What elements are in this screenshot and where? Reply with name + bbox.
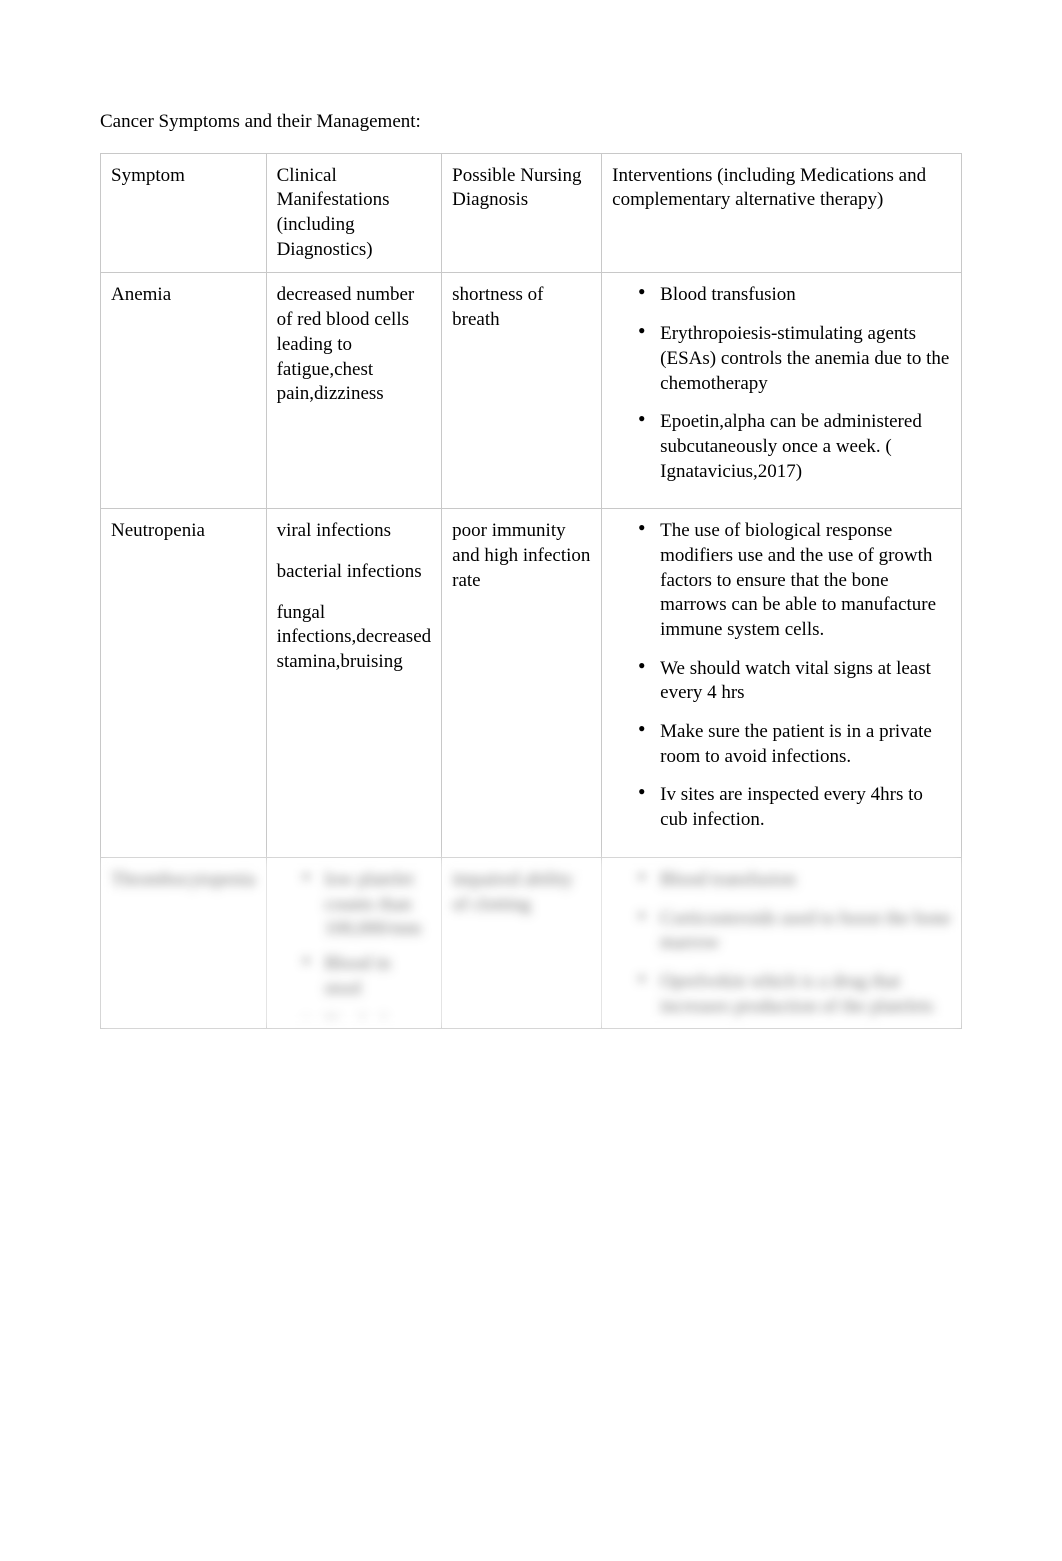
cell-clinical: decreased number of red blood cells lead… [266, 273, 442, 509]
table-row-blurred: Thrombocytopenia low platelet counts tha… [101, 857, 962, 1028]
cell-clinical: low platelet counts than 100,000/mm Bloo… [266, 857, 442, 1028]
interventions-list: Blood transfusion Corticosteroids used t… [612, 868, 951, 1018]
cell-diagnosis: impaired ability of clotting [442, 857, 602, 1028]
clinical-text: fungal infections,decreased stamina,brui… [277, 601, 432, 675]
clinical-text: viral infections [277, 519, 432, 544]
list-item: Corticosteroids used to boost the bone m… [638, 907, 951, 956]
page-title: Cancer Symptoms and their Management: [100, 110, 962, 135]
interventions-list: The use of biological response modifiers… [612, 519, 951, 833]
list-item: low platelet counts than 100,000/mm [303, 868, 432, 942]
cell-symptom: Anemia [101, 273, 267, 509]
list-item: Blood transfusion [638, 868, 951, 893]
col-header-interventions: Interventions (including Medications and… [602, 153, 962, 273]
cell-interventions: The use of biological response modifiers… [602, 509, 962, 858]
cell-diagnosis: shortness of breath [442, 273, 602, 509]
cell-diagnosis: poor immunity and high infection rate [442, 509, 602, 858]
cell-interventions: Blood transfusion Erythropoiesis-stimula… [602, 273, 962, 509]
list-item: Erythropoiesis-stimulating agents (ESAs)… [638, 322, 951, 396]
col-header-clinical: Clinical Manifestations (including Diagn… [266, 153, 442, 273]
clinical-text: bacterial infections [277, 560, 432, 585]
table-row: Anemia decreased number of red blood cel… [101, 273, 962, 509]
diagnosis-text: impaired ability of clotting [452, 869, 573, 915]
list-item: Oprelvekin which is a drug that increase… [638, 970, 951, 1018]
symptom-text: Thrombocytopenia [111, 869, 256, 890]
list-item: Make sure the patient is in a private ro… [638, 720, 951, 769]
table-header-row: Symptom Clinical Manifestations (includi… [101, 153, 962, 273]
list-item: Headaches [303, 1011, 432, 1018]
col-header-symptom: Symptom [101, 153, 267, 273]
symptoms-table: Symptom Clinical Manifestations (includi… [100, 153, 962, 1029]
col-header-diagnosis: Possible Nursing Diagnosis [442, 153, 602, 273]
list-item: Blood in stool [303, 952, 432, 1001]
cell-symptom: Neutropenia [101, 509, 267, 858]
cell-symptom: Thrombocytopenia [101, 857, 267, 1028]
list-item: Iv sites are inspected every 4hrs to cub… [638, 783, 951, 832]
cell-clinical: viral infections bacterial infections fu… [266, 509, 442, 858]
list-item: Blood transfusion [638, 283, 951, 308]
cell-interventions: Blood transfusion Corticosteroids used t… [602, 857, 962, 1028]
list-item: We should watch vital signs at least eve… [638, 657, 951, 706]
table-row: Neutropenia viral infections bacterial i… [101, 509, 962, 858]
clinical-list: low platelet counts than 100,000/mm Bloo… [277, 868, 432, 1018]
list-item: The use of biological response modifiers… [638, 519, 951, 642]
list-item: Epoetin,alpha can be administered subcut… [638, 410, 951, 484]
interventions-list: Blood transfusion Erythropoiesis-stimula… [612, 283, 951, 484]
